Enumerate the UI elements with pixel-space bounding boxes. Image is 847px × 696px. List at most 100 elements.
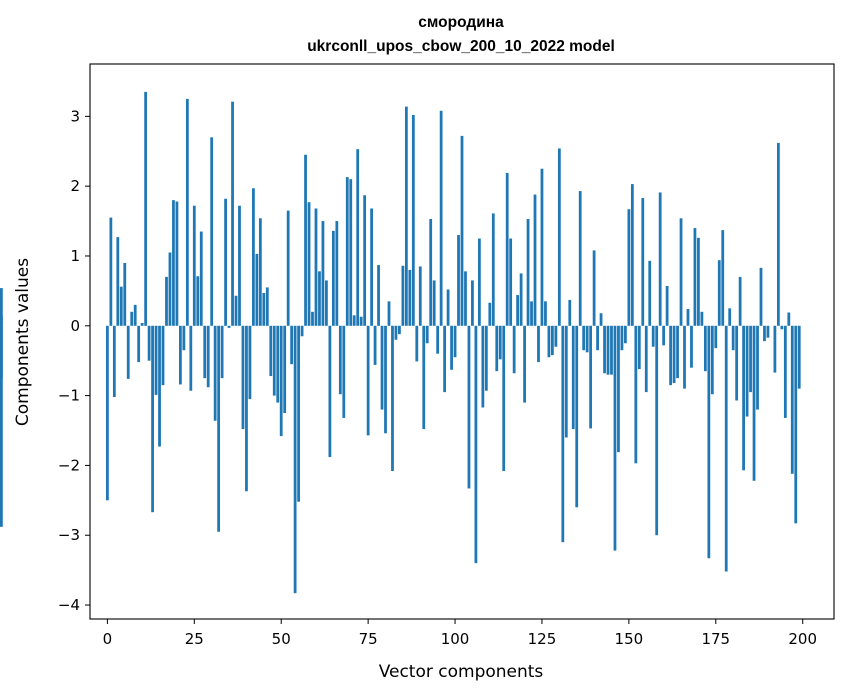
bar-120 — [523, 325, 526, 403]
bar-33 — [220, 325, 224, 379]
bar-115 — [505, 172, 509, 326]
bar-46 — [265, 287, 269, 326]
bar-145 — [610, 325, 613, 375]
bar-28 — [203, 325, 207, 379]
bar-172 — [703, 325, 707, 372]
bar-193 — [776, 142, 780, 326]
bar-73 — [359, 316, 363, 326]
bar-110 — [488, 302, 492, 326]
bar-18 — [168, 252, 172, 326]
bar-127 — [547, 325, 551, 358]
bar-123 — [533, 194, 537, 326]
bar-63 — [325, 280, 328, 326]
bar-183 — [742, 325, 745, 471]
bar-162 — [669, 325, 672, 386]
bar-48 — [272, 325, 276, 396]
bar-37 — [234, 295, 238, 326]
bar-5 — [123, 262, 127, 326]
bar-111 — [491, 213, 495, 326]
bar-147 — [617, 325, 620, 453]
bars-group — [0, 91, 801, 594]
bar-59 — [311, 311, 314, 326]
bar-24 — [189, 325, 193, 391]
bar-32 — [217, 325, 221, 532]
bar-144 — [606, 325, 610, 375]
bar-45 — [262, 292, 266, 326]
bar-129 — [554, 325, 558, 347]
bar-108 — [481, 325, 485, 408]
bar-22 — [182, 325, 186, 351]
bar-undefined — [0, 325, 3, 379]
bar-99 — [450, 325, 453, 370]
plot-area-frame — [89, 63, 835, 620]
bar-74 — [363, 195, 367, 326]
bar-71 — [352, 315, 356, 326]
bar-165 — [679, 218, 683, 326]
bar-109 — [484, 325, 488, 391]
bar-7 — [130, 311, 134, 326]
bar-72 — [356, 149, 360, 326]
bar-26 — [196, 276, 200, 326]
y-tick-label: −1 — [58, 387, 80, 405]
x-tick-label: 175 — [701, 630, 730, 648]
bar-8 — [133, 304, 137, 326]
bar-184 — [745, 325, 749, 417]
bar-180 — [731, 325, 735, 351]
bar-94 — [432, 280, 436, 326]
bar-199 — [797, 325, 801, 389]
bar-154 — [641, 198, 645, 326]
bar-87 — [408, 269, 412, 326]
bar-11 — [144, 91, 148, 326]
bar-85 — [401, 265, 405, 326]
bar-42 — [252, 188, 255, 326]
bar-169 — [693, 228, 697, 326]
x-tick-label: 25 — [185, 630, 204, 648]
bar-27 — [199, 231, 203, 326]
bar-70 — [349, 179, 353, 326]
bar-93 — [429, 218, 433, 326]
bar-41 — [248, 325, 252, 400]
bar-157 — [651, 325, 655, 347]
bar-51 — [283, 325, 287, 414]
bar-181 — [735, 325, 739, 401]
bar-20 — [175, 201, 179, 326]
bar-114 — [502, 325, 506, 471]
x-tick-label: 125 — [528, 630, 557, 648]
y-axis-label: Components values — [13, 258, 33, 426]
bar-148 — [620, 325, 624, 351]
bar-128 — [551, 325, 554, 356]
bar-163 — [672, 325, 676, 384]
bar-13 — [151, 325, 154, 513]
bar-149 — [624, 325, 627, 344]
bar-106 — [474, 325, 478, 564]
bar-186 — [752, 325, 756, 481]
bar-50 — [279, 325, 283, 437]
x-tick-label: 75 — [359, 630, 378, 648]
bar-121 — [526, 218, 530, 326]
bar-38 — [238, 205, 241, 326]
y-tick-label: 1 — [70, 247, 80, 265]
y-tick-label: −3 — [58, 526, 80, 544]
bar-190 — [766, 325, 770, 338]
y-axis-ticks: −4 −3 −2 −1 0 1 2 3 — [58, 107, 90, 614]
bar-0 — [105, 325, 109, 501]
bar-77 — [373, 325, 377, 365]
bar-167 — [686, 309, 690, 326]
bar-178 — [724, 325, 728, 572]
bar-47 — [269, 325, 273, 377]
bar-3 — [116, 237, 120, 326]
bar-undefined — [0, 325, 3, 527]
bar-61 — [318, 271, 321, 326]
bar-60 — [314, 208, 318, 326]
bar-122 — [530, 301, 533, 326]
bar-54 — [293, 325, 297, 594]
bar-36 — [231, 101, 234, 326]
bar-97 — [443, 325, 447, 393]
bar-174 — [710, 325, 714, 395]
x-tick-label: 100 — [441, 630, 470, 648]
bar-196 — [787, 312, 791, 326]
bar-4 — [119, 286, 123, 326]
bar-179 — [728, 308, 732, 326]
y-tick-label: 3 — [70, 107, 80, 125]
x-tick-label: 0 — [103, 630, 113, 648]
